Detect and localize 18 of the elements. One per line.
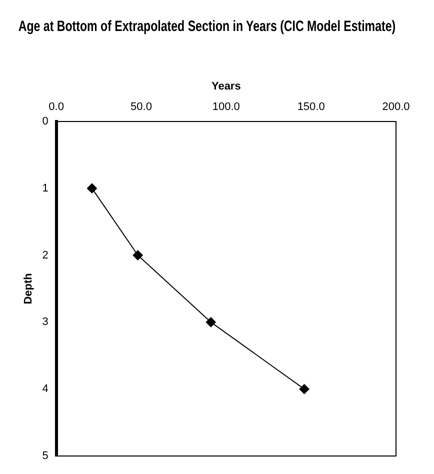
point — [132, 250, 143, 260]
x-tick-label: 0.0 — [48, 100, 64, 113]
y-tick-label: 0 — [42, 115, 48, 128]
y-tick-label: 2 — [42, 249, 48, 262]
x-axis-title: Years — [211, 80, 241, 93]
x-tick-label: 150.0 — [297, 100, 325, 113]
y-tick-label: 3 — [42, 316, 48, 328]
chart-title: Age at Bottom of Extrapolated Section in Years (CIC Model Estimate) — [18, 18, 396, 34]
y-tick-label: 4 — [42, 383, 48, 396]
x-tick-label: 100.0 — [212, 100, 240, 113]
point — [206, 317, 216, 328]
y-tick-label: 1 — [42, 182, 48, 194]
point — [86, 183, 97, 194]
x-tick-label: 200.0 — [382, 100, 410, 113]
point — [299, 384, 310, 394]
x-tick-label: 50.0 — [130, 100, 152, 113]
y-tick-label: 5 — [42, 450, 48, 462]
y-axis-title: Depth — [22, 272, 35, 304]
